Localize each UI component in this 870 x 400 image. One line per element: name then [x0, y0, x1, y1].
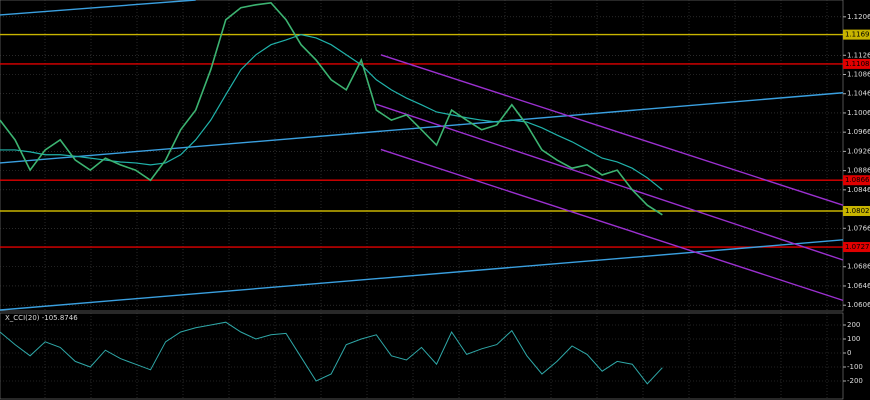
y-tick-label: 0	[847, 349, 851, 357]
level-label: 1.1169	[845, 31, 870, 39]
trend-line	[0, 0, 196, 16]
level-label-box	[843, 58, 870, 69]
price-panel	[0, 0, 844, 312]
level-label-box	[843, 242, 870, 253]
y-tick-label: 1.1206	[847, 13, 870, 21]
oscillator-line	[0, 321, 663, 385]
y-tick-label: 1.0926	[847, 147, 870, 155]
y-tick-label: 1.0846	[847, 186, 870, 194]
y-tick-label: 200	[847, 321, 860, 329]
trend-line	[0, 239, 844, 311]
y-tick-label: 1.0606	[847, 301, 870, 309]
trend-line	[376, 103, 844, 261]
level-label-box	[843, 205, 870, 216]
y-tick-label: 1.0966	[847, 128, 870, 136]
y-tick-label: 1.0686	[847, 263, 870, 271]
indicator-panel	[0, 312, 844, 400]
level-label: 1.0727	[845, 243, 870, 251]
y-tick-label: -200	[847, 377, 863, 385]
y-tick-label: 1.0766	[847, 224, 870, 232]
y-tick-label: 1.1086	[847, 70, 870, 78]
trend-line	[380, 148, 844, 302]
indicator-title: X_CCI(20) -105.8746	[5, 314, 78, 322]
level-label: 1.0866	[845, 176, 870, 184]
trend-line	[380, 54, 844, 206]
level-label-box	[843, 175, 870, 186]
level-label: 1.0802	[845, 207, 870, 215]
y-tick-label: 1.0886	[847, 167, 870, 175]
y-tick-label: 1.0646	[847, 282, 870, 290]
price-line	[0, 2, 663, 216]
y-tick-label: 100	[847, 335, 860, 343]
y-tick-label: 1.1046	[847, 90, 870, 98]
level-label-box	[843, 29, 870, 40]
y-tick-label: -100	[847, 363, 863, 371]
level-label: 1.1108	[845, 60, 870, 68]
y-tick-label: 1.1006	[847, 109, 870, 117]
trend-line	[0, 92, 844, 164]
y-tick-label: 1.1126	[847, 51, 870, 59]
